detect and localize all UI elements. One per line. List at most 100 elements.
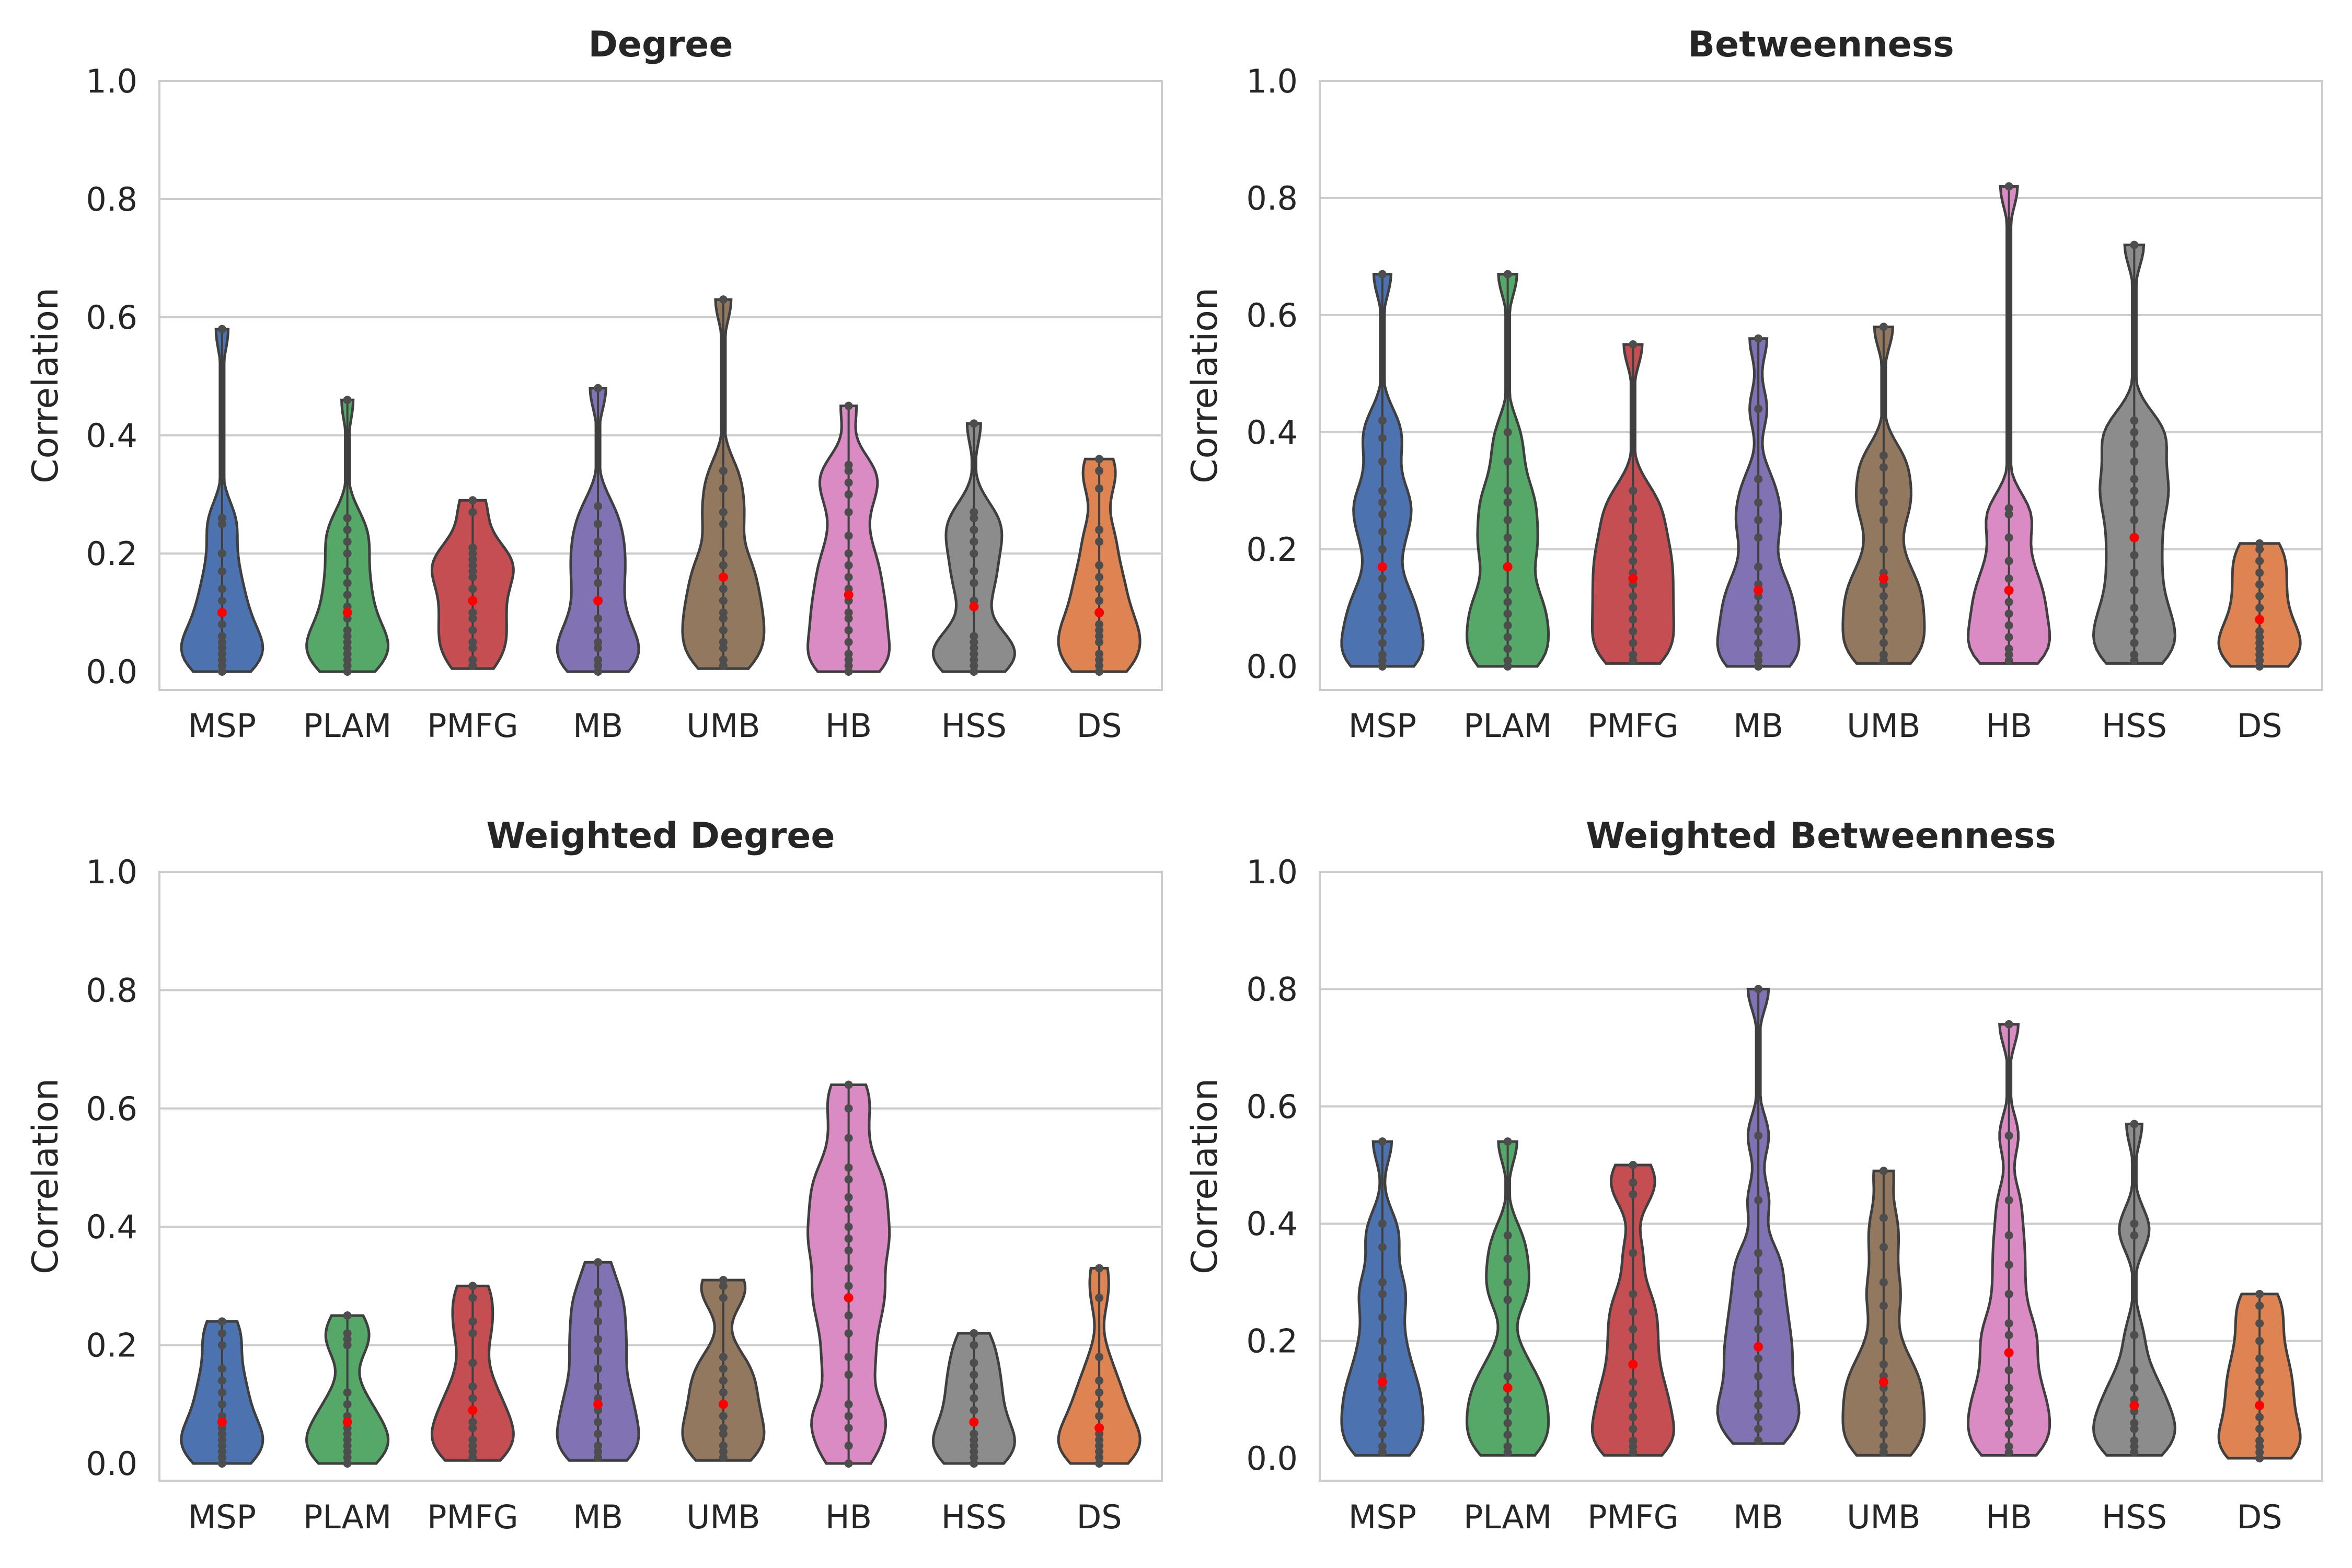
violin-ds: [1057, 455, 1142, 676]
data-point: [217, 520, 226, 528]
data-point: [594, 1442, 603, 1450]
data-point: [719, 661, 728, 670]
data-point: [1503, 1407, 1512, 1416]
violin-hss: [931, 419, 1016, 676]
data-point: [970, 667, 978, 676]
data-point: [1629, 650, 1638, 659]
data-point: [594, 626, 603, 635]
data-point: [2255, 1301, 2264, 1310]
data-point: [2255, 1366, 2264, 1375]
data-point: [217, 1400, 226, 1409]
data-point: [343, 1429, 352, 1438]
ytick-label: 0.6: [1246, 1088, 1298, 1126]
ytick-label: 0.2: [1246, 531, 1298, 569]
data-point: [468, 1442, 477, 1450]
data-point: [1879, 1442, 1888, 1451]
xtick-label: UMB: [1847, 1498, 1920, 1536]
data-point: [468, 1358, 477, 1367]
data-point: [970, 514, 978, 523]
data-point: [343, 525, 352, 534]
data-point: [468, 1435, 477, 1444]
data-point: [1378, 1336, 1387, 1345]
violin-ds: [1057, 1264, 1142, 1468]
data-point: [2004, 533, 2013, 542]
data-point: [1095, 1447, 1104, 1456]
data-point: [1095, 1459, 1104, 1468]
data-point: [2130, 627, 2139, 636]
data-point: [1503, 545, 1512, 554]
data-point: [468, 573, 477, 582]
data-point: [970, 579, 978, 587]
data-point: [970, 1459, 978, 1468]
data-point: [1378, 627, 1387, 636]
mean-point: [1503, 1383, 1513, 1393]
data-point: [343, 1459, 352, 1468]
data-point: [844, 1311, 853, 1320]
data-point: [2130, 475, 2139, 483]
data-point: [343, 1453, 352, 1462]
data-point: [1095, 466, 1104, 475]
data-point: [2130, 586, 2139, 595]
data-point: [2255, 1424, 2264, 1433]
data-point: [1879, 656, 1888, 665]
data-point: [719, 626, 728, 635]
data-point: [1754, 656, 1763, 665]
violin-hb: [1967, 182, 2051, 665]
data-point: [343, 1388, 352, 1397]
data-point: [1879, 604, 1888, 612]
xtick-label: DS: [1077, 707, 1122, 745]
data-point: [2130, 1383, 2139, 1392]
xtick-label: MSP: [1348, 1498, 1416, 1536]
data-point: [1503, 457, 1512, 466]
data-point: [2255, 1289, 2264, 1298]
xtick-label: MB: [1733, 1498, 1783, 1536]
data-point: [343, 549, 352, 558]
mean-point: [1377, 1377, 1387, 1387]
data-point: [1503, 1231, 1512, 1240]
data-point: [2004, 609, 2013, 618]
xtick-label: HSS: [941, 1498, 1007, 1536]
data-point: [1378, 1419, 1387, 1427]
violin-msp: [1340, 270, 1425, 671]
ytick-label: 0.2: [86, 1327, 137, 1365]
data-point: [468, 549, 477, 558]
data-point: [217, 620, 226, 629]
data-point: [1378, 1219, 1387, 1228]
mean-point: [2004, 1348, 2014, 1358]
data-point: [217, 650, 226, 659]
data-point: [1629, 1401, 1638, 1410]
data-point: [1378, 1407, 1387, 1416]
data-point: [1754, 562, 1763, 571]
data-point: [719, 1388, 728, 1397]
xtick-label: UMB: [1847, 707, 1920, 745]
data-point: [2004, 656, 2013, 665]
data-point: [1378, 545, 1387, 554]
data-point: [217, 638, 226, 647]
data-point: [2130, 639, 2139, 648]
data-point: [1629, 604, 1638, 612]
data-point: [1629, 639, 1638, 648]
mean-point: [217, 608, 227, 617]
mean-point: [2129, 1401, 2139, 1411]
xtick-label: MB: [1733, 707, 1783, 745]
data-point: [719, 638, 728, 647]
data-point: [1095, 537, 1104, 546]
data-point: [217, 567, 226, 575]
data-point: [468, 1417, 477, 1426]
data-point: [1378, 1442, 1387, 1451]
data-point: [1503, 656, 1512, 665]
data-point: [844, 1459, 853, 1468]
violin-msp: [180, 1317, 264, 1468]
data-point: [2130, 650, 2139, 659]
violin-plam: [1466, 1137, 1550, 1457]
data-point: [844, 1282, 853, 1290]
data-point: [1629, 615, 1638, 624]
data-point: [217, 1376, 226, 1385]
ytick-label: 0.6: [1246, 296, 1298, 335]
data-point: [1095, 1353, 1104, 1362]
data-point: [970, 1341, 978, 1350]
data-point: [1378, 1395, 1387, 1404]
data-point: [1503, 1278, 1512, 1287]
violin-hss: [2092, 1120, 2176, 1457]
ytick-label: 0.0: [1246, 1439, 1298, 1478]
